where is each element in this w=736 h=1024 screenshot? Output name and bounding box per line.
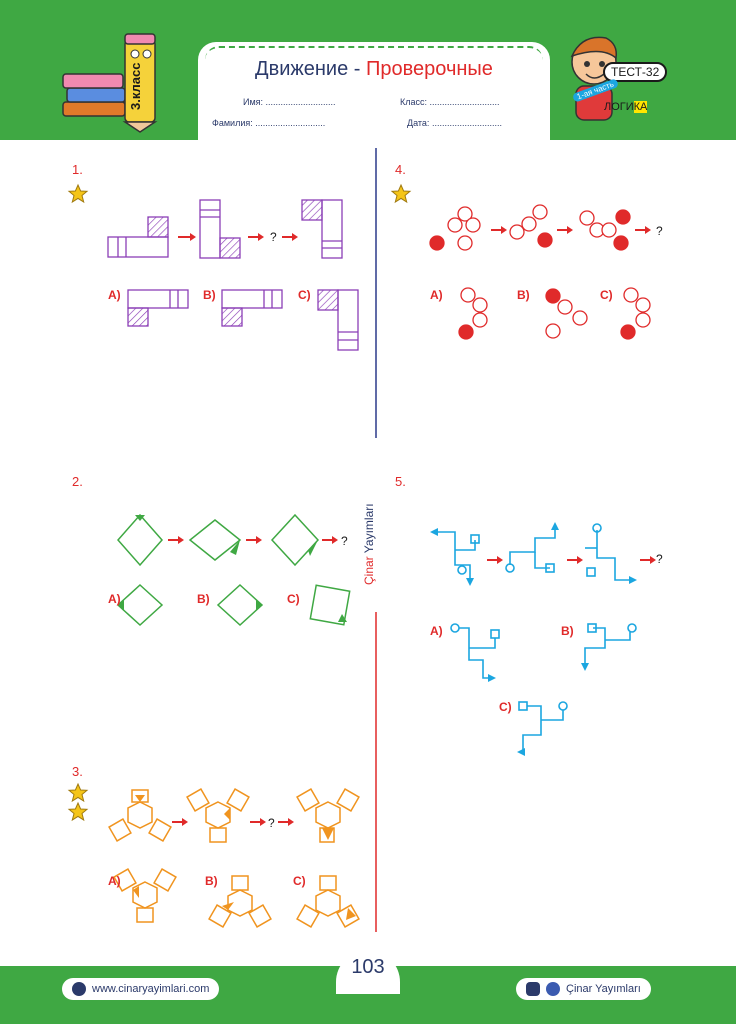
question-2-figures <box>116 513 351 627</box>
option-c[interactable]: C) <box>287 592 300 606</box>
surname-field[interactable]: Фамилия: ............................ <box>212 118 326 128</box>
option-b[interactable]: B) <box>517 288 530 302</box>
question-1-figures <box>107 199 359 351</box>
option-a[interactable]: A) <box>430 624 443 638</box>
page-title: Движение - Проверочные <box>198 58 550 81</box>
question-number-5: 5. <box>395 474 406 489</box>
question-mark: ? <box>656 552 663 566</box>
star-icon <box>390 183 412 204</box>
books-pencil-illustration <box>62 33 158 133</box>
test-badge: ТЕСТ-32 <box>603 62 668 82</box>
instagram-icon <box>526 982 540 996</box>
header-card <box>198 42 550 152</box>
option-b[interactable]: B) <box>197 592 210 606</box>
star-icon <box>67 183 89 204</box>
option-a[interactable]: A) <box>430 288 443 302</box>
option-a[interactable]: A) <box>108 592 121 606</box>
title-accent: Проверочные <box>366 58 493 80</box>
website-link[interactable]: www.cinaryayimlari.com <box>62 978 220 1000</box>
question-3-figures <box>108 788 360 928</box>
class-field[interactable]: Класс: ............................ <box>400 97 500 107</box>
option-b[interactable]: B) <box>203 288 216 302</box>
option-c[interactable]: C) <box>293 874 306 888</box>
star-icon <box>67 782 89 803</box>
star-icon <box>67 801 89 822</box>
option-b[interactable]: B) <box>561 624 574 638</box>
option-a[interactable]: A) <box>108 874 121 888</box>
facebook-icon <box>546 982 560 996</box>
social-link[interactable]: Çinar Yayımları <box>516 978 651 1000</box>
page-number: 103 <box>336 950 400 994</box>
question-mark: ? <box>656 224 663 238</box>
date-field[interactable]: Дата: ............................ <box>407 118 502 128</box>
question-mark: ? <box>270 230 277 244</box>
option-c[interactable]: C) <box>600 288 613 302</box>
brand-vertical: Çinar Yayımları <box>362 503 376 585</box>
header-dash-border <box>205 46 543 78</box>
question-4-figures <box>429 204 651 340</box>
question-number-3: 3. <box>72 764 83 779</box>
option-c[interactable]: C) <box>499 700 512 714</box>
question-number-4: 4. <box>395 162 406 177</box>
question-number-2: 2. <box>72 474 83 489</box>
globe-icon <box>72 982 86 996</box>
social-text: Çinar Yayımları <box>566 983 641 995</box>
question-number-1: 1. <box>72 162 83 177</box>
option-c[interactable]: C) <box>298 288 311 302</box>
website-text: www.cinaryayimlari.com <box>92 983 210 995</box>
question-5-figures <box>430 522 656 756</box>
logic-label: ЛОГИКА <box>604 101 648 113</box>
title-main: Движение - <box>255 58 367 80</box>
name-field[interactable]: Имя: ............................ <box>243 97 336 107</box>
option-b[interactable]: B) <box>205 874 218 888</box>
option-a[interactable]: A) <box>108 288 121 302</box>
question-mark: ? <box>341 534 348 548</box>
question-mark: ? <box>268 816 275 830</box>
